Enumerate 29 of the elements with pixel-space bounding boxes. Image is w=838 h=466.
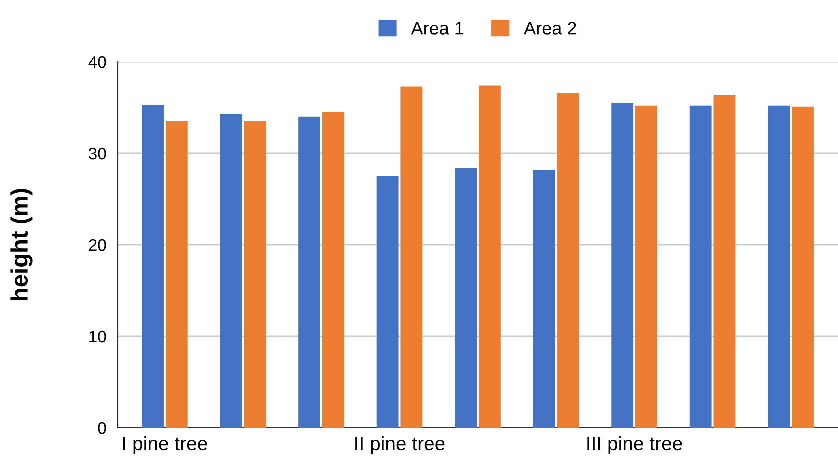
bar <box>557 93 580 428</box>
bar <box>714 94 736 428</box>
y-tick-label: 40 <box>88 56 106 68</box>
bar <box>166 121 188 428</box>
bar <box>792 106 814 428</box>
bar <box>533 170 556 428</box>
bar <box>455 168 478 428</box>
y-tick-label: 10 <box>90 330 106 343</box>
bar <box>142 105 164 428</box>
bar <box>768 106 790 428</box>
bar <box>376 176 399 428</box>
bar <box>636 106 658 428</box>
bar <box>298 116 320 428</box>
bar <box>220 114 242 428</box>
x-tick-label: II pine tree <box>356 436 445 454</box>
bar <box>690 106 712 428</box>
bar <box>478 86 501 428</box>
bar <box>612 103 634 428</box>
bar <box>400 86 423 428</box>
y-tick-label: 0 <box>98 422 106 434</box>
legend-label: Area 2 <box>524 22 576 35</box>
x-tick-label: I pine tree <box>124 436 208 454</box>
x-tick-label: III pine tree <box>588 436 682 454</box>
y-tick-label: 30 <box>88 148 106 160</box>
y-axis-title: height (m) <box>10 189 33 300</box>
legend-label: Area 1 <box>411 22 464 35</box>
bar <box>244 121 266 428</box>
y-tick-label: 20 <box>89 239 106 252</box>
bar <box>322 112 344 428</box>
